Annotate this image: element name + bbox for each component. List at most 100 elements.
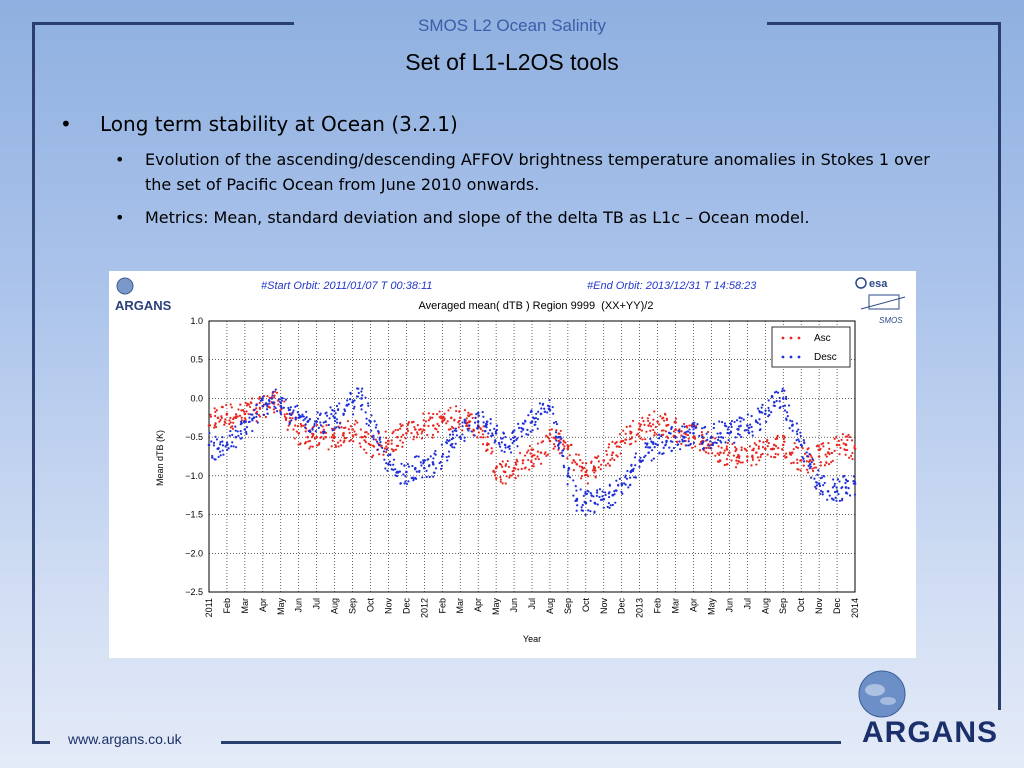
asc-data-point [758,459,761,462]
desc-data-point [527,414,530,417]
desc-data-point [502,431,505,434]
desc-data-point [418,470,421,473]
asc-data-point [536,455,539,458]
asc-data-point [797,468,800,471]
desc-data-point [294,417,297,421]
asc-data-point [772,447,775,450]
desc-data-point [353,405,356,408]
asc-data-point [378,453,381,456]
desc-data-point [520,430,523,433]
asc-data-point [283,400,286,403]
asc-data-point [777,446,780,450]
esa-icon [855,277,867,289]
asc-data-point [311,434,315,437]
asc-data-point [258,401,261,405]
asc-data-point [609,458,612,462]
desc-data-point [432,462,435,466]
y-tick-label: 0.0 [190,393,203,403]
desc-data-point [835,490,839,493]
asc-data-point [349,425,353,428]
asc-data-point [364,436,367,439]
desc-data-point [734,436,737,439]
desc-data-point [727,426,730,429]
desc-data-point [688,428,691,431]
asc-data-point [479,427,482,431]
desc-data-point [434,449,437,453]
desc-data-point [681,440,684,443]
asc-data-point [359,428,362,431]
desc-data-point [372,438,375,441]
asc-data-point [422,419,425,422]
asc-data-point [517,468,520,471]
asc-data-point [498,462,502,466]
desc-data-point [508,447,511,451]
desc-data-point [634,452,637,455]
desc-data-point [489,418,492,421]
desc-data-point [533,417,536,420]
desc-data-point [562,449,565,452]
desc-data-point [234,435,238,439]
asc-data-point [755,443,758,447]
desc-data-point [555,422,559,426]
desc-data-point [404,475,407,478]
asc-data-point [539,451,543,454]
asc-data-point [231,427,235,430]
desc-data-point [333,420,337,423]
asc-data-point [361,436,364,439]
desc-data-point [758,423,762,426]
asc-data-point [421,430,424,433]
asc-data-point [751,458,755,462]
desc-data-point [701,435,704,439]
desc-data-point [689,431,692,434]
desc-data-point [308,418,312,421]
esa-logo: esa [855,277,888,290]
desc-data-point [395,471,398,474]
asc-data-point [427,424,430,428]
desc-data-point [491,432,494,435]
desc-data-point [433,471,436,474]
asc-data-point [839,446,842,449]
desc-data-point [461,421,464,424]
footer-url-link[interactable]: www.argans.co.uk [68,731,182,747]
desc-data-point [352,407,355,410]
asc-data-point [429,417,432,420]
asc-data-point [694,445,697,448]
asc-data-point [737,460,740,463]
desc-data-point [389,453,392,457]
desc-data-point [795,430,799,433]
asc-data-point [652,418,655,421]
asc-data-point [766,438,769,442]
desc-data-point [587,509,590,512]
asc-data-point [355,433,358,436]
asc-data-point [514,463,518,466]
x-tick-label: Oct [796,598,806,613]
asc-data-point [755,463,758,466]
x-tick-label: May [706,598,716,616]
asc-data-point [783,454,786,457]
desc-data-point [255,412,258,415]
desc-data-point [221,436,224,439]
asc-data-point [629,431,633,434]
desc-data-point [536,427,539,430]
desc-data-point [692,425,696,428]
asc-data-point [416,433,419,436]
desc-data-point [253,408,256,411]
asc-data-point [837,439,840,442]
asc-data-point [374,438,377,441]
desc-data-point [765,420,768,423]
desc-data-point [662,446,665,450]
asc-data-point [458,416,462,420]
asc-data-point [354,419,357,422]
bullet-main: Long term stability at Ocean (3.2.1) [60,112,960,136]
desc-data-point [600,498,604,501]
asc-data-point [307,440,310,443]
asc-data-point [741,461,744,464]
desc-data-point [823,481,826,485]
desc-data-point [717,436,720,439]
desc-data-point [615,479,618,482]
desc-data-point [517,426,521,429]
desc-data-point [313,422,316,426]
asc-data-point [641,416,644,419]
asc-data-point [622,429,625,432]
desc-data-point [425,469,428,472]
